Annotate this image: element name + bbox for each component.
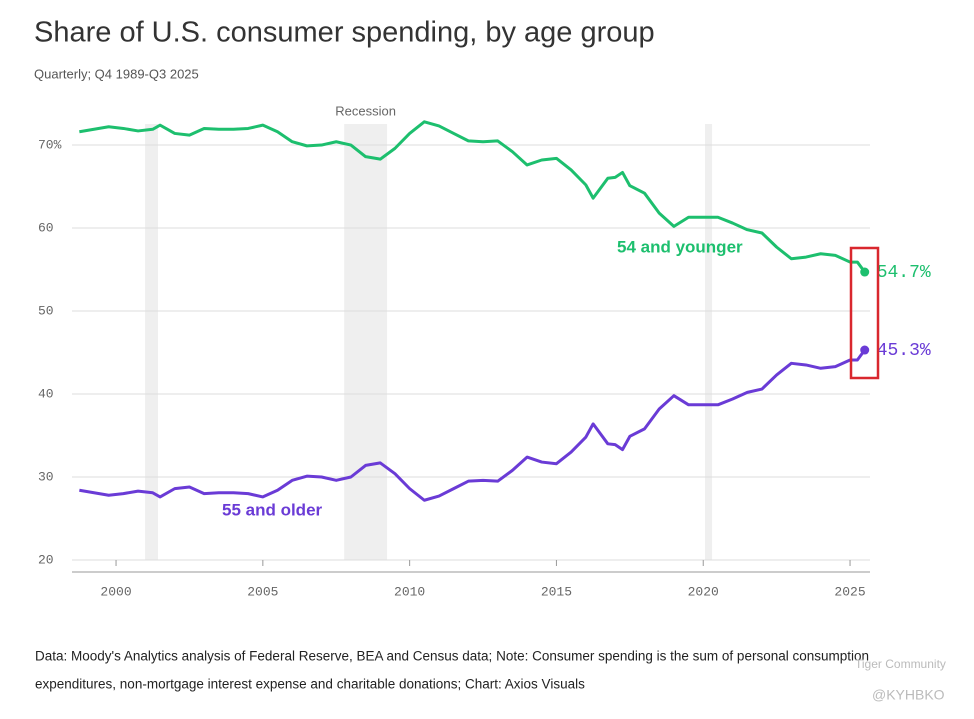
series-label: 54 and younger	[617, 237, 743, 256]
chart-title: Share of U.S. consumer spending, by age …	[34, 17, 655, 49]
x-tick-label: 2020	[688, 584, 719, 599]
series-line	[79, 349, 866, 502]
source: expenditures, non-mortgage interest expe…	[35, 677, 585, 692]
credit: @KYHBKO	[872, 687, 945, 703]
recession-band	[704, 124, 713, 560]
recession-band	[344, 124, 388, 560]
y-tick-label: 30	[38, 469, 54, 484]
end-point	[860, 267, 870, 277]
x-tick-label: 2005	[247, 584, 278, 599]
chart-subtitle: Quarterly; Q4 1989-Q3 2025	[34, 66, 199, 81]
y-tick-label: 60	[38, 220, 54, 235]
x-tick-label: 2015	[541, 584, 572, 599]
end-label: 54.7%	[877, 263, 931, 283]
recession-label: Recession	[335, 103, 396, 118]
highlight-box	[849, 246, 880, 380]
series-line	[79, 120, 866, 273]
x-tick-label: 2025	[834, 584, 865, 599]
source: Data: Moody's Analytics analysis of Fede…	[35, 649, 869, 664]
end-point	[860, 345, 870, 355]
x-tick-label: 2000	[100, 584, 131, 599]
x-tick-label: 2010	[394, 584, 425, 599]
y-tick-label: 20	[38, 552, 54, 567]
y-tick-label: 40	[38, 386, 54, 401]
series-label: 55 and older	[222, 500, 323, 519]
recession-band	[145, 124, 159, 560]
watermark: Tiger Community	[855, 657, 946, 671]
y-tick-label: 50	[38, 303, 54, 318]
end-label: 45.3%	[877, 341, 931, 361]
y-tick-label: 70%	[38, 137, 62, 152]
